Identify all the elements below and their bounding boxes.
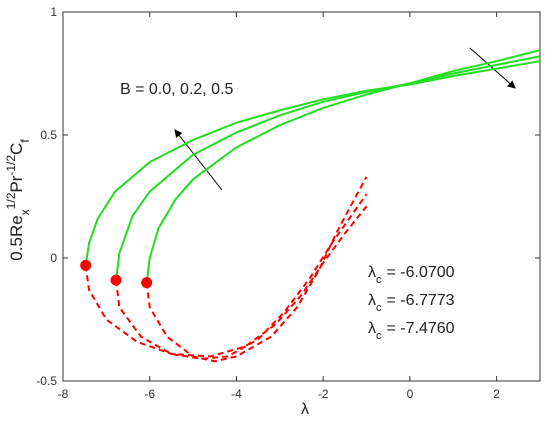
- x-tick-label: -8: [58, 387, 69, 401]
- y-axis-label-part: f: [18, 139, 32, 143]
- annotation: λc = -6.0700: [368, 264, 455, 286]
- annotation-text: = -6.0700: [387, 264, 455, 281]
- annotation-subscript: c: [376, 330, 382, 342]
- annotation: λc = -6.7773: [368, 292, 455, 314]
- critical-point: [80, 259, 92, 271]
- y-axis-label: 0.5Rex1/2Pr-1/2Cf: [4, 139, 32, 261]
- annotation-subscript: c: [376, 274, 382, 286]
- annotation-text: B = 0.0, 0.2, 0.5: [120, 81, 234, 98]
- annotation-symbol: λ: [368, 292, 376, 309]
- critical-point: [141, 277, 153, 289]
- lower-branch: [115, 193, 368, 360]
- upper-branch: [115, 55, 541, 281]
- x-axis-label: λ: [301, 401, 309, 418]
- y-axis-label-part: -1/2: [4, 155, 18, 176]
- x-tick-label: 2: [493, 387, 500, 401]
- y-tick-label: 0.5: [40, 128, 57, 142]
- annotation-text: = -6.7773: [387, 292, 455, 309]
- y-tick-label: 1: [50, 5, 57, 19]
- y-axis-label-part: 1/2: [4, 192, 18, 209]
- arrow: [469, 47, 516, 89]
- arrow: [174, 129, 223, 191]
- annotation-symbol: λ: [368, 320, 376, 337]
- plot-frame: [62, 11, 541, 382]
- annotation-subscript: c: [376, 302, 382, 314]
- lower-branch: [84, 205, 368, 358]
- annotation: λc = -7.4760: [368, 320, 455, 342]
- upper-branch: [84, 60, 541, 266]
- x-tick-label: -4: [231, 387, 242, 401]
- annotation-symbol: λ: [368, 264, 376, 281]
- y-tick-label: 0: [50, 251, 57, 265]
- y-axis-label-part: C: [7, 143, 26, 155]
- y-tick-label: -0.5: [36, 374, 57, 388]
- y-axis-label-part: Pr: [7, 175, 26, 192]
- x-tick-label: -6: [144, 387, 155, 401]
- y-axis-label-part: x: [18, 209, 32, 215]
- y-axis-label-part: 0.5Re: [7, 215, 26, 260]
- x-tick-label: 0: [407, 387, 414, 401]
- lower-branch: [145, 176, 368, 363]
- x-tick-label: -2: [318, 387, 329, 401]
- critical-point: [110, 274, 122, 286]
- annotation-text: = -7.4760: [387, 320, 455, 337]
- upper-branch: [145, 49, 541, 283]
- annotation: B = 0.0, 0.2, 0.5: [120, 81, 234, 98]
